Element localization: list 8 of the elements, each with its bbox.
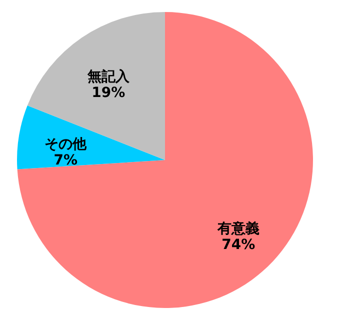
slice-label: 有意義 xyxy=(216,220,260,237)
data-label: 74% xyxy=(222,236,256,253)
pie-slice xyxy=(17,106,165,170)
data-label: 7% xyxy=(54,152,78,168)
slice-label: その他 xyxy=(44,136,88,152)
pie-slice xyxy=(17,12,313,308)
slice-label: 無記入 xyxy=(86,68,130,85)
data-label: 19% xyxy=(92,84,126,101)
